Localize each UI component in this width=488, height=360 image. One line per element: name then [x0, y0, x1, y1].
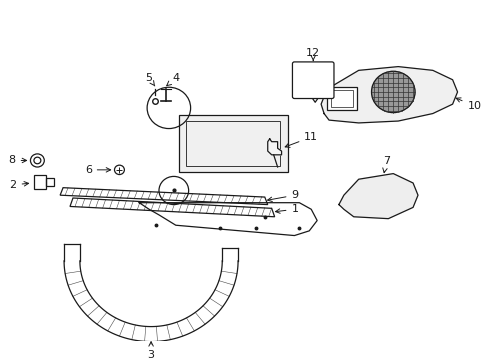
Polygon shape — [321, 67, 457, 123]
Text: 5: 5 — [145, 73, 155, 86]
Bar — [326, 87, 356, 110]
Text: 11: 11 — [285, 132, 318, 147]
Polygon shape — [267, 139, 281, 155]
Bar — [46, 178, 54, 186]
Text: 2: 2 — [9, 180, 28, 190]
Text: 6: 6 — [84, 165, 110, 175]
Text: 3: 3 — [147, 342, 154, 360]
Text: 4: 4 — [166, 73, 179, 86]
Text: 10: 10 — [455, 98, 481, 111]
Polygon shape — [338, 174, 417, 219]
Text: 7: 7 — [382, 156, 389, 173]
Text: 12: 12 — [305, 48, 320, 60]
Text: 1: 1 — [275, 204, 298, 214]
FancyBboxPatch shape — [292, 62, 333, 99]
Circle shape — [371, 71, 414, 113]
Bar — [330, 90, 352, 107]
Bar — [179, 116, 287, 172]
Text: 8: 8 — [8, 156, 26, 166]
Bar — [34, 175, 46, 189]
Bar — [185, 121, 279, 166]
Text: 9: 9 — [267, 190, 298, 202]
